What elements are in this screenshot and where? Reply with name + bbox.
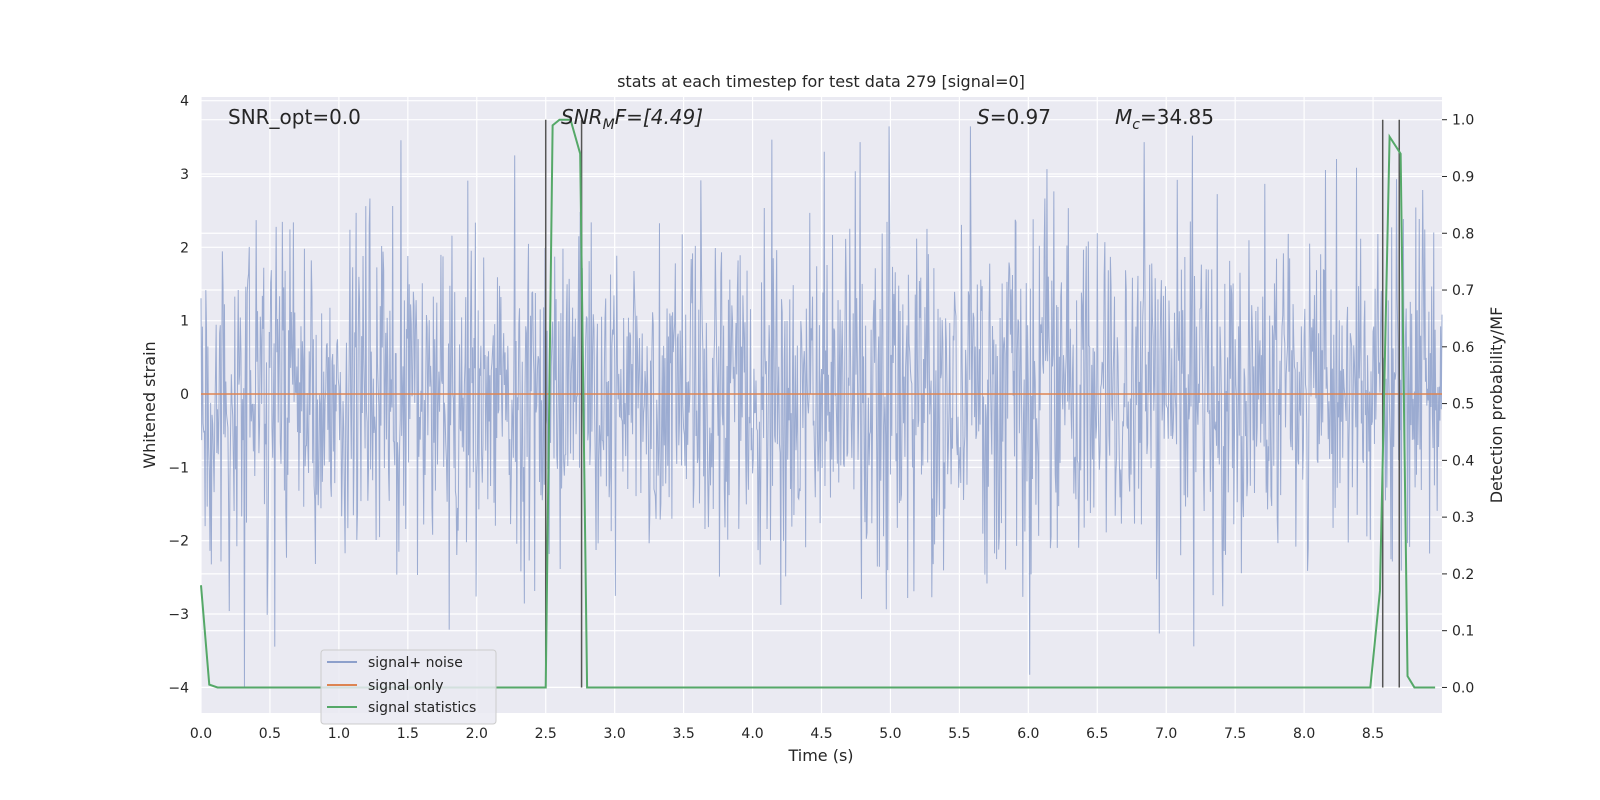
x-tick-label: 4.5: [810, 726, 832, 742]
y-tick-label-left: −2: [168, 534, 189, 550]
y-tick-label-left: −1: [168, 460, 189, 476]
x-tick-label: 0.0: [190, 726, 212, 742]
y-axis-left-ticks: 4 3 2 1 0 −1 −2 −3 −4: [168, 94, 189, 697]
y-tick-label-right: 0.0: [1452, 680, 1474, 696]
y-tick-label-right: 0.2: [1452, 567, 1474, 583]
y-tick-label-right: 0.1: [1452, 624, 1474, 640]
y-axis-right-label: Detection probability/MF: [1487, 307, 1506, 504]
x-tick-label: 2.0: [466, 726, 488, 742]
y-tick-label-right: 0.6: [1452, 340, 1474, 356]
x-tick-label: 5.5: [948, 726, 970, 742]
x-tick-label: 6.0: [1017, 726, 1039, 742]
y-tick-label-right: 0.7: [1452, 283, 1474, 299]
snr-mf-rest: F=[4.49]: [615, 105, 703, 129]
y-axis-left-label: Whitened strain: [140, 341, 159, 468]
mc-label: M: [1115, 105, 1132, 129]
x-tick-label: 0.5: [259, 726, 281, 742]
legend-label-signal-noise: signal+ noise: [368, 655, 463, 671]
y-tick-label-right: 0.4: [1452, 453, 1474, 469]
legend-box: [320, 649, 497, 725]
x-tick-label: 1.0: [328, 726, 350, 742]
y-tick-label-left: −3: [168, 607, 189, 623]
x-axis-label: Time (s): [787, 746, 853, 765]
y-tick-label-left: 2: [180, 240, 189, 256]
annotation-mc: Mc=34.85: [1115, 105, 1214, 133]
mc-value: =34.85: [1140, 105, 1214, 129]
x-tick-label: 2.5: [535, 726, 557, 742]
x-axis-ticks: 0.0 0.5 1.0 1.5 2.0 2.5 3.0 3.5 4.0 4.5 5.0 5.5 6.0 6…: [190, 726, 1384, 742]
mc-sub: c: [1132, 117, 1140, 133]
y-tick-label-left: 4: [180, 94, 189, 110]
event-lines: [544, 119, 1401, 688]
x-tick-label: 5.0: [879, 726, 901, 742]
y-tick-label-left: 3: [180, 167, 189, 183]
y-tick-label-right: 1.0: [1452, 113, 1474, 129]
y-tick-label-right: 0.5: [1452, 397, 1474, 413]
x-tick-label: 8.5: [1362, 726, 1384, 742]
x-tick-label: 3.5: [672, 726, 694, 742]
y-tick-label-right: 0.8: [1452, 226, 1474, 242]
x-tick-label: 6.5: [1086, 726, 1108, 742]
snr-mf-label: SNR: [561, 105, 603, 129]
s-value: =0.97: [990, 105, 1051, 129]
annotation-s: S=0.97: [977, 105, 1051, 129]
y-tick-label-left: −4: [168, 680, 189, 696]
x-tick-label: 1.5: [397, 726, 419, 742]
y-tick-label-left: 1: [180, 314, 189, 330]
y-tick-label-right: 0.9: [1452, 169, 1474, 185]
snr-mf-sub: M: [603, 117, 615, 133]
legend-label-signal-statistics: signal statistics: [368, 700, 476, 716]
annotation-snr-opt: SNR_opt=0.0: [228, 105, 361, 129]
legend: signal+ noise signal only signal statist…: [320, 649, 497, 725]
annotation-snr-mf: SNRMF=[4.49]: [561, 105, 703, 133]
signal-noise-trace: [200, 126, 1443, 688]
x-tick-label: 4.0: [741, 726, 763, 742]
x-tick-label: 8.0: [1293, 726, 1315, 742]
x-tick-label: 3.0: [604, 726, 626, 742]
chart-title: stats at each timestep for test data 279…: [617, 72, 1025, 91]
y-tick-label-right: 0.3: [1452, 510, 1474, 526]
series-signal-noise: [200, 126, 1443, 688]
legend-label-signal-only: signal only: [368, 678, 443, 694]
y-axis-right-ticks: 1.0 0.9 0.8 0.7 0.6 0.5 0.4 0.3 0.2 0.1 0.0: [1442, 113, 1474, 696]
s-label: S: [977, 105, 990, 129]
x-tick-label: 7.5: [1224, 726, 1246, 742]
x-tick-label: 7.0: [1155, 726, 1177, 742]
y-tick-label-left: 0: [180, 387, 189, 403]
